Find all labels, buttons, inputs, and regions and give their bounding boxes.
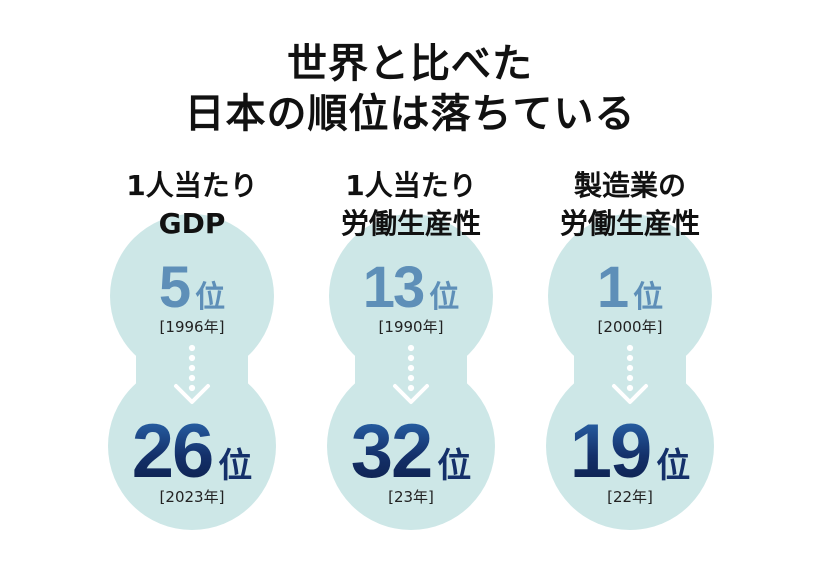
- before-rank-number: 1: [596, 255, 629, 320]
- rank-unit: 位: [656, 446, 691, 486]
- column-label-line-2: 労働生産性: [340, 207, 481, 240]
- ranking-blob: [516, 214, 744, 530]
- dotted-down-arrow-icon: [174, 344, 210, 404]
- rank-unit: 位: [195, 280, 226, 315]
- dotted-down-arrow-icon: [612, 344, 648, 404]
- column-label-line-1: 製造業の: [573, 169, 686, 202]
- before-rank-number: 5: [158, 255, 191, 320]
- column-label-line-1: 1人当たり: [345, 169, 477, 202]
- title-line-1: 世界と比べた: [287, 41, 533, 87]
- after-year: [2023年]: [159, 488, 225, 506]
- after-rank: 32 位: [291, 412, 531, 492]
- ranking-blob: [78, 214, 306, 530]
- rank-unit: 位: [437, 446, 472, 486]
- rank-unit: 位: [218, 446, 253, 486]
- rank-unit: 位: [429, 280, 460, 315]
- column-label-line-2: 労働生産性: [559, 207, 700, 240]
- dotted-down-arrow-icon: [393, 344, 429, 404]
- title-line-2: 日本の順位は落ちている: [184, 91, 636, 137]
- after-rank-number: 32: [350, 409, 434, 494]
- column-label-line-2: GDP: [158, 207, 226, 240]
- after-rank: 26 位: [72, 412, 312, 492]
- before-year: [2000年]: [597, 318, 663, 336]
- before-year: [1990年]: [378, 318, 444, 336]
- column-label-line-1: 1人当たり: [126, 169, 258, 202]
- after-rank: 19 位: [510, 412, 750, 492]
- before-year: [1996年]: [159, 318, 225, 336]
- after-year: [23年]: [388, 488, 434, 506]
- rank-unit: 位: [633, 280, 664, 315]
- after-year: [22年]: [607, 488, 653, 506]
- ranking-blob: [297, 214, 525, 530]
- column-labor-productivity-per-capita: 1人当たり 労働生産性 13 位 [1990年] 32 位 [23年]: [291, 0, 531, 579]
- after-rank-number: 26: [131, 409, 215, 494]
- before-rank: 13 位: [291, 258, 531, 318]
- after-rank-number: 19: [569, 409, 653, 494]
- before-rank-number: 13: [362, 255, 425, 320]
